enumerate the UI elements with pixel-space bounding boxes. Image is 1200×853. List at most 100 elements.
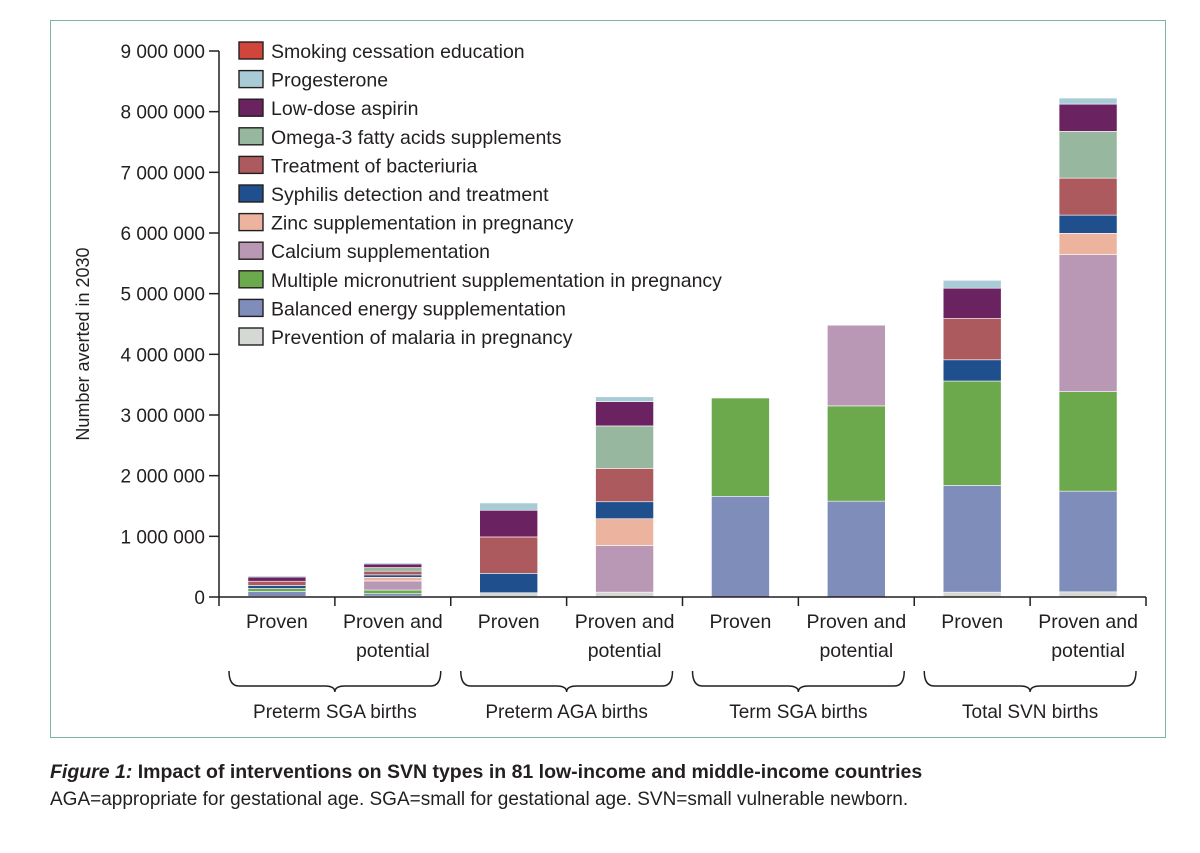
legend-item: Balanced energy supplementation bbox=[238, 298, 566, 320]
category-label: potential bbox=[356, 640, 430, 662]
legend-swatch bbox=[238, 69, 264, 89]
bar-segment-treatment-of-bacteriuria bbox=[595, 468, 654, 503]
legend-item: Multiple micronutrient supplementation i… bbox=[238, 270, 722, 292]
bar-stack bbox=[1058, 97, 1118, 598]
y-tick-label: 7 000 000 bbox=[120, 163, 205, 184]
bar-segment-multiple-micronutrient-supplementation-in-pregnancy bbox=[1058, 391, 1118, 492]
legend-item: Treatment of bacteriuria bbox=[238, 155, 477, 177]
bar-segment-syphilis-detection-and-treatment bbox=[247, 585, 307, 589]
legend-swatch bbox=[238, 41, 264, 60]
figure-caption: Figure 1: Impact of interventions on SVN… bbox=[50, 758, 1166, 814]
y-tick-label: 3 000 000 bbox=[120, 406, 205, 427]
bar-segment-syphilis-detection-and-treatment bbox=[479, 573, 538, 594]
legend-swatch bbox=[238, 155, 264, 175]
bar-segment-calcium-supplementation bbox=[1058, 254, 1118, 392]
bar-segment-low-dose-aspirin bbox=[247, 576, 307, 582]
chart-frame: 0 1 000 000 2 000 000 3 000 000 4 000 000 5 0… bbox=[50, 20, 1166, 738]
bar-segment-low-dose-aspirin bbox=[595, 401, 654, 427]
bar-segment-balanced-energy-supplementation bbox=[247, 591, 307, 597]
bar-segment-progesterone bbox=[1058, 97, 1118, 105]
bar-segment-calcium-supplementation bbox=[363, 580, 423, 591]
legend: Smoking cessation education Progesterone L… bbox=[238, 41, 722, 349]
group-brace bbox=[460, 670, 674, 693]
legend-label: Progesterone bbox=[271, 70, 388, 92]
group-brace bbox=[691, 670, 905, 693]
bar-segment-multiple-micronutrient-supplementation-in-pregnancy bbox=[363, 589, 423, 594]
bar-segment-progesterone bbox=[479, 502, 538, 511]
bar-segment-treatment-of-bacteriuria bbox=[1058, 177, 1118, 216]
legend-item: Zinc supplementation in pregnancy bbox=[238, 212, 574, 235]
y-tick-label: 2 000 000 bbox=[120, 467, 205, 488]
legend-swatch bbox=[238, 270, 264, 289]
y-tick-label: 1 000 000 bbox=[120, 527, 205, 548]
bar-segment-syphilis-detection-and-treatment bbox=[1058, 214, 1118, 234]
bar-segment-zinc-supplementation-in-pregnancy bbox=[363, 576, 423, 582]
bar-segment-low-dose-aspirin bbox=[363, 563, 423, 568]
legend-swatch bbox=[238, 327, 264, 346]
bar-segment-treatment-of-bacteriuria bbox=[363, 570, 423, 576]
bar-segment-balanced-energy-supplementation bbox=[1058, 490, 1118, 593]
group-brace bbox=[228, 670, 442, 693]
category-label: potential bbox=[588, 640, 662, 662]
legend-swatch bbox=[238, 241, 264, 260]
bar-segment-low-dose-aspirin bbox=[479, 509, 538, 538]
caption-title-line: Figure 1: Impact of interventions on SVN… bbox=[50, 758, 1166, 786]
legend-item: Prevention of malaria in pregnancy bbox=[238, 327, 573, 349]
figure-title: Impact of interventions on SVN types in … bbox=[137, 761, 923, 783]
bar-segment-treatment-of-bacteriuria bbox=[479, 536, 538, 574]
category-label: Proven bbox=[246, 611, 308, 633]
bar-stack bbox=[247, 575, 307, 598]
bar-segment-omega-3-fatty-acids-supplements bbox=[363, 567, 423, 572]
bar-segment-zinc-supplementation-in-pregnancy bbox=[1058, 233, 1118, 255]
category-label: Proven and bbox=[1038, 611, 1138, 633]
category-label: Proven and bbox=[575, 611, 675, 633]
y-tick-label: 0 bbox=[194, 588, 205, 609]
bar-segment-progesterone bbox=[595, 396, 654, 402]
legend-swatch bbox=[238, 98, 264, 117]
legend-swatch bbox=[238, 127, 264, 146]
bar-segment-syphilis-detection-and-treatment bbox=[363, 574, 423, 578]
bar-segment-syphilis-detection-and-treatment bbox=[595, 501, 654, 520]
bar-stack bbox=[942, 280, 1002, 598]
y-tick-label: 9 000 000 bbox=[120, 42, 205, 63]
group-label: Total SVN births bbox=[962, 702, 1098, 723]
legend-swatch bbox=[238, 212, 264, 232]
bar-segment-omega-3-fatty-acids-supplements bbox=[1058, 131, 1118, 179]
legend-label: Prevention of malaria in pregnancy bbox=[271, 327, 573, 349]
group-label: Term SGA births bbox=[729, 702, 867, 723]
legend-item: Omega-3 fatty acids supplements bbox=[238, 127, 562, 149]
bar-segment-multiple-micronutrient-supplementation-in-pregnancy bbox=[711, 397, 770, 497]
bar-segment-low-dose-aspirin bbox=[942, 287, 1002, 319]
y-tick-label: 8 000 000 bbox=[120, 103, 205, 124]
legend-label: Calcium supplementation bbox=[271, 241, 490, 263]
bar-segment-calcium-supplementation bbox=[827, 324, 886, 407]
legend-swatch bbox=[238, 184, 264, 203]
category-label: Proven bbox=[710, 611, 772, 633]
legend-label: Smoking cessation education bbox=[271, 41, 525, 63]
legend-label: Low-dose aspirin bbox=[271, 98, 418, 120]
y-tick-label: 4 000 000 bbox=[120, 345, 205, 366]
bar-segment-syphilis-detection-and-treatment bbox=[942, 359, 1002, 382]
y-tick-label: 5 000 000 bbox=[120, 285, 205, 306]
legend-item: Progesterone bbox=[238, 69, 388, 92]
legend-label: Syphilis detection and treatment bbox=[271, 184, 549, 206]
bar-stack bbox=[363, 562, 423, 598]
bar-segment-calcium-supplementation bbox=[595, 545, 654, 593]
bar-segment-multiple-micronutrient-supplementation-in-pregnancy bbox=[942, 380, 1002, 486]
stacked-bar-chart: 0 1 000 000 2 000 000 3 000 000 4 000 000 5 0… bbox=[73, 41, 1147, 723]
legend-item: Syphilis detection and treatment bbox=[238, 184, 549, 206]
legend-swatch bbox=[238, 298, 264, 318]
bar-segment-omega-3-fatty-acids-supplements bbox=[595, 425, 654, 469]
bar-segment-treatment-of-bacteriuria bbox=[942, 318, 1002, 361]
figure-note: AGA=appropriate for gestational age. SGA… bbox=[50, 789, 909, 810]
y-tick-label: 6 000 000 bbox=[120, 224, 205, 245]
bars bbox=[247, 97, 1118, 598]
category-groups: Preterm SGA births Preterm AGA births Term… bbox=[228, 670, 1137, 723]
bar-segment-low-dose-aspirin bbox=[1058, 103, 1118, 132]
category-label: Proven bbox=[478, 611, 540, 633]
legend-label: Balanced energy supplementation bbox=[271, 298, 566, 320]
bar-segment-balanced-energy-supplementation bbox=[363, 593, 423, 597]
figure-label: Figure 1: bbox=[50, 761, 133, 783]
bar-segment-balanced-energy-supplementation bbox=[711, 495, 770, 598]
group-brace bbox=[923, 670, 1137, 693]
